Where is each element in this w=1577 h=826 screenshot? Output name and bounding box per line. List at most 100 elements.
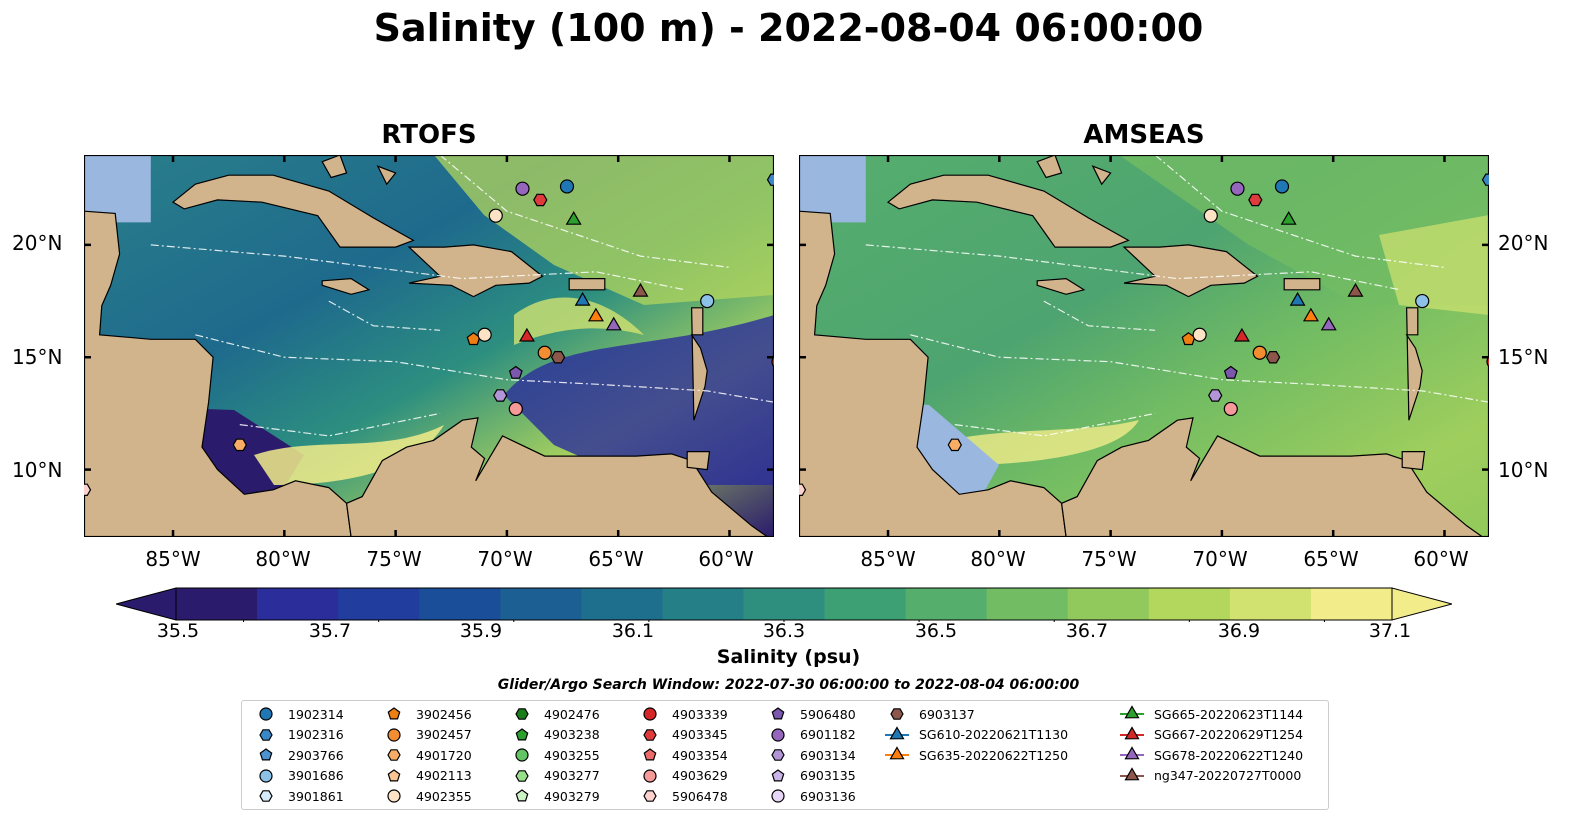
colorbar-tick: 35.7 xyxy=(308,620,352,642)
legend-item-ng347-20220727T0000: ng347-20220727T0000 xyxy=(1118,766,1301,786)
circle-marker-icon xyxy=(515,748,529,762)
platform-marker-3901686 xyxy=(1415,293,1430,309)
lat-label-10n-right: 10°N xyxy=(1498,458,1549,482)
lon-label-60w-amseas: 60°W xyxy=(1413,547,1469,571)
colorbar-tick: 36.3 xyxy=(762,620,806,642)
legend-item-4902355: 4902355 xyxy=(380,786,472,806)
legend-label: 4903238 xyxy=(544,727,600,742)
figure-title: Salinity (100 m) - 2022-08-04 06:00:00 xyxy=(373,6,1204,50)
legend-label: 1902314 xyxy=(288,706,344,722)
legend-item-4903339: 4903339 xyxy=(636,704,728,724)
legend-label: 4902476 xyxy=(544,706,600,722)
platform-marker-1902316 xyxy=(766,173,774,186)
triangle-line-marker-icon xyxy=(885,746,909,760)
legend-label: 4903277 xyxy=(544,768,600,783)
hexagon-marker-icon xyxy=(259,728,273,741)
lat-label-15n-left: 15°N xyxy=(12,345,63,369)
legend-label: SG667-20220629T1254 xyxy=(1154,727,1304,742)
circle-marker-icon xyxy=(771,727,785,742)
legend-label: 4903339 xyxy=(672,706,728,722)
triangle-line-marker-icon xyxy=(1120,705,1144,719)
legend-item-6903137: 6903137 xyxy=(883,704,975,724)
platform-marker-6901182 xyxy=(1230,181,1245,196)
platform-legend: 1902314 1902316 2903766 3901686 3901861 39024… xyxy=(241,700,1329,810)
legend-item-3902456: 3902456 xyxy=(380,704,472,724)
legend-label: 1902316 xyxy=(288,727,344,742)
legend-item-2903766: 2903766 xyxy=(252,745,344,765)
legend-label: 6903136 xyxy=(800,788,856,804)
platform-marker-5906478 xyxy=(84,483,92,496)
legend-item-SG667-20220629T1254: SG667-20220629T1254 xyxy=(1118,725,1303,745)
salinity-colorbar xyxy=(116,587,1452,622)
platform-marker-4903339 xyxy=(1486,356,1489,368)
legend-label: 4901720 xyxy=(416,747,472,763)
platform-marker-4903339 xyxy=(771,356,774,368)
platform-marker-SG678-20220622T1240 xyxy=(1320,316,1337,331)
platform-marker-4903629 xyxy=(1223,401,1238,417)
circle-marker-icon xyxy=(259,707,273,721)
platform-marker-ng347-20220727T0000 xyxy=(1347,282,1364,297)
platform-marker-1902314 xyxy=(1274,179,1290,194)
legend-item-5906480: 5906480 xyxy=(764,704,856,724)
platform-marker-SG665-20220623T1144 xyxy=(565,211,582,225)
lon-label-70w-rtofs: 70°W xyxy=(477,547,533,571)
legend-label: 3902457 xyxy=(416,727,472,742)
lon-label-75w-amseas: 75°W xyxy=(1081,547,1137,571)
hexagon-marker-icon xyxy=(515,769,529,782)
lon-label-65w-rtofs: 65°W xyxy=(588,547,644,571)
lat-label-20n-right: 20°N xyxy=(1498,231,1549,255)
platform-marker-SG635-20220622T1250 xyxy=(1302,307,1319,322)
triangle-line-marker-icon xyxy=(1120,766,1144,780)
platform-marker-4902355 xyxy=(488,208,503,223)
platform-marker-4901720 xyxy=(947,438,962,452)
legend-label: 2903766 xyxy=(288,747,344,763)
legend-item-SG665-20220623T1144: SG665-20220623T1144 xyxy=(1118,704,1303,724)
pentagon-marker-icon xyxy=(771,707,785,720)
hexagon-marker-icon xyxy=(890,708,904,720)
legend-label: 3902456 xyxy=(416,706,472,722)
platform-marker-5906480 xyxy=(1223,365,1238,379)
hexagon-marker-icon xyxy=(387,749,401,761)
legend-item-4903345: 4903345 xyxy=(636,725,728,745)
platform-marker-3902457 xyxy=(537,345,552,360)
circle-marker-icon xyxy=(643,707,657,721)
colorbar-label: Salinity (psu) xyxy=(716,646,861,668)
platform-marker-6903134 xyxy=(1208,389,1223,402)
legend-item-SG635-20220622T1250: SG635-20220622T1250 xyxy=(883,745,1068,765)
legend-label: SG635-20220622T1250 xyxy=(919,747,1069,763)
lon-label-80w-rtofs: 80°W xyxy=(255,547,311,571)
map-amseas xyxy=(799,155,1489,537)
hexagon-marker-icon xyxy=(643,728,657,741)
hexagon-marker-icon xyxy=(771,749,785,761)
colorbar-tick: 36.1 xyxy=(611,620,655,642)
legend-label: 6903137 xyxy=(919,706,975,722)
platform-marker-SG635-20220622T1250 xyxy=(587,307,604,322)
lon-label-75w-rtofs: 75°W xyxy=(366,547,422,571)
platform-marker-5906478 xyxy=(799,483,807,496)
platform-marker-3901686 xyxy=(700,293,715,309)
triangle-line-marker-icon xyxy=(885,725,909,739)
search-window-caption: Glider/Argo Search Window: 2022-07-30 06… xyxy=(497,677,1080,693)
colorbar-tick: 37.1 xyxy=(1368,620,1412,642)
platform-marker-SG665-20220623T1144 xyxy=(1280,211,1297,225)
legend-label: SG678-20220622T1240 xyxy=(1154,747,1304,763)
pentagon-marker-icon xyxy=(259,748,273,761)
legend-label: 4903255 xyxy=(544,747,600,763)
pentagon-marker-icon xyxy=(771,768,785,781)
platform-marker-SG667-20220629T1254 xyxy=(1233,327,1250,342)
circle-marker-icon xyxy=(259,768,273,783)
legend-item-4901720: 4901720 xyxy=(380,745,472,765)
pentagon-marker-icon xyxy=(643,748,657,761)
legend-label: ng347-20220727T0000 xyxy=(1154,768,1302,783)
legend-label: 6903135 xyxy=(800,768,856,783)
circle-marker-icon xyxy=(387,789,401,803)
legend-item-SG678-20220622T1240: SG678-20220622T1240 xyxy=(1118,745,1303,765)
legend-label: 4903354 xyxy=(672,747,728,763)
triangle-line-marker-icon xyxy=(1120,725,1144,739)
circle-marker-icon xyxy=(643,768,657,783)
legend-label: 4902355 xyxy=(416,788,472,804)
lon-label-85w-amseas: 85°W xyxy=(860,547,916,571)
platform-marker-4902355 xyxy=(477,327,492,342)
legend-item-4903354: 4903354 xyxy=(636,745,728,765)
legend-item-4902476: 4902476 xyxy=(508,704,600,724)
